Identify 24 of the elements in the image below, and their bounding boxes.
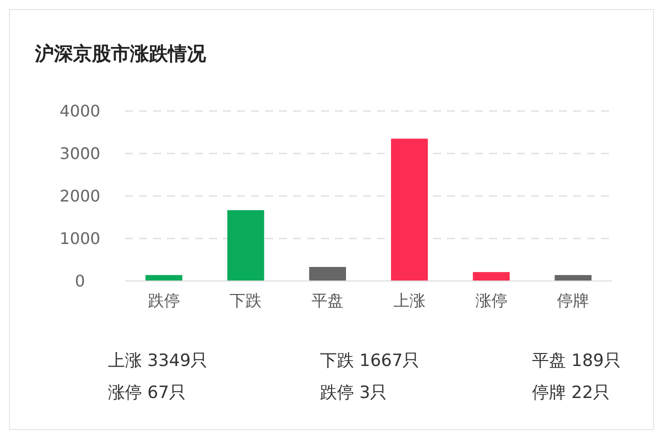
- bar: [472, 272, 510, 281]
- bar: [227, 210, 264, 281]
- x-tick-label: 停牌: [557, 291, 590, 310]
- text: 上涨 3349只: [108, 351, 208, 371]
- y-tick-label: 0: [74, 272, 86, 291]
- text: 下跌 1667只: [320, 351, 420, 371]
- bar: [554, 275, 592, 281]
- text: 跌停 3只: [320, 383, 388, 403]
- y-tick-label: 2000: [60, 186, 100, 206]
- x-tick-label: 平盘: [312, 291, 344, 310]
- bar: [309, 266, 346, 281]
- x-tick-label: 跌停: [148, 291, 180, 310]
- x-tick-label: 下跌: [230, 291, 262, 310]
- text: 平盘 189只: [532, 351, 621, 371]
- y-tick-label: 4000: [60, 102, 100, 121]
- chart-title: 沪深京股市涨跌情况: [34, 43, 207, 65]
- y-tick-label: 1000: [60, 229, 100, 248]
- x-tick-label: 上涨: [393, 291, 426, 310]
- text: 停牌 22只: [532, 383, 610, 403]
- text: 涨停 67只: [108, 383, 186, 403]
- x-tick-label: 涨停: [475, 291, 508, 310]
- y-tick-label: 3000: [60, 144, 100, 164]
- bar: [145, 275, 182, 281]
- bar: [391, 138, 428, 281]
